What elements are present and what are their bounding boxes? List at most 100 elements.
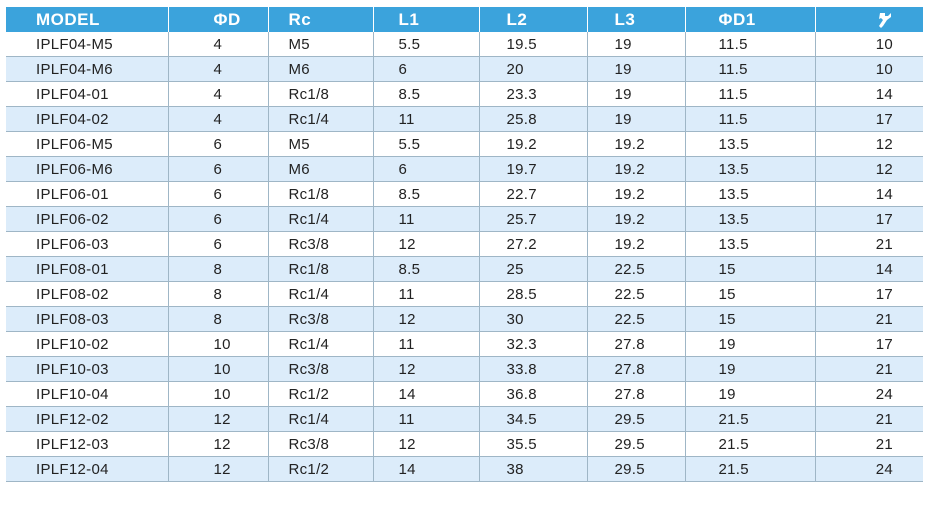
table-row: IPLF10-02 10 Rc1/4 11 32.3 27.8 19 17 — [6, 331, 923, 357]
cell-l3: 19.2 — [587, 181, 686, 207]
cell-phi-d1: 13.5 — [685, 131, 816, 157]
cell-phi-d1: 21.5 — [685, 406, 816, 432]
cell-l3: 19 — [587, 106, 686, 132]
header-rc: Rc — [268, 7, 374, 32]
table-row: IPLF10-04 10 Rc1/2 14 36.8 27.8 19 24 — [6, 381, 923, 407]
cell-wrench-size: 21 — [815, 356, 923, 382]
table-row: IPLF08-03 8 Rc3/8 12 30 22.5 15 21 — [6, 306, 923, 332]
cell-model: IPLF10-02 — [6, 331, 169, 357]
table-row: IPLF06-02 6 Rc1/4 11 25.7 19.2 13.5 17 — [6, 206, 923, 232]
cell-rc: Rc1/4 — [268, 406, 374, 432]
cell-l3: 19 — [587, 32, 686, 57]
cell-l2: 34.5 — [479, 406, 588, 432]
cell-wrench-size: 21 — [815, 306, 923, 332]
header-l3: L3 — [587, 7, 686, 32]
cell-l3: 27.8 — [587, 356, 686, 382]
cell-phi-d1: 15 — [685, 281, 816, 307]
cell-wrench-size: 14 — [815, 81, 923, 107]
cell-phi-d: 4 — [168, 81, 269, 107]
cell-wrench-size: 24 — [815, 381, 923, 407]
cell-wrench-size: 21 — [815, 406, 923, 432]
cell-l2: 28.5 — [479, 281, 588, 307]
cell-wrench-size: 10 — [815, 56, 923, 82]
cell-l3: 29.5 — [587, 456, 686, 482]
cell-phi-d: 8 — [168, 256, 269, 282]
cell-model: IPLF06-01 — [6, 181, 169, 207]
cell-phi-d: 6 — [168, 156, 269, 182]
cell-l1: 12 — [373, 356, 480, 382]
cell-l3: 27.8 — [587, 381, 686, 407]
cell-l3: 19 — [587, 81, 686, 107]
cell-l2: 30 — [479, 306, 588, 332]
cell-phi-d1: 15 — [685, 256, 816, 282]
cell-l3: 19.2 — [587, 206, 686, 232]
header-phi-d: ΦD — [168, 7, 269, 32]
cell-l2: 32.3 — [479, 331, 588, 357]
cell-l3: 19 — [587, 56, 686, 82]
cell-phi-d1: 13.5 — [685, 206, 816, 232]
cell-l1: 11 — [373, 281, 480, 307]
cell-wrench-size: 24 — [815, 456, 923, 482]
cell-rc: Rc1/2 — [268, 381, 374, 407]
cell-rc: Rc1/8 — [268, 256, 374, 282]
cell-phi-d1: 21.5 — [685, 456, 816, 482]
cell-rc: Rc1/4 — [268, 281, 374, 307]
cell-wrench-size: 17 — [815, 331, 923, 357]
cell-l1: 12 — [373, 431, 480, 457]
table-row: IPLF12-02 12 Rc1/4 11 34.5 29.5 21.5 21 — [6, 406, 923, 432]
cell-wrench-size: 12 — [815, 156, 923, 182]
cell-phi-d: 10 — [168, 381, 269, 407]
cell-phi-d: 4 — [168, 56, 269, 82]
cell-l1: 11 — [373, 406, 480, 432]
cell-rc: M5 — [268, 32, 374, 57]
cell-l3: 27.8 — [587, 331, 686, 357]
cell-l1: 5.5 — [373, 32, 480, 57]
cell-phi-d: 12 — [168, 456, 269, 482]
table-row: IPLF06-01 6 Rc1/8 8.5 22.7 19.2 13.5 14 — [6, 181, 923, 207]
cell-model: IPLF06-03 — [6, 231, 169, 257]
cell-wrench-size: 17 — [815, 281, 923, 307]
cell-rc: Rc3/8 — [268, 356, 374, 382]
cell-phi-d1: 19 — [685, 356, 816, 382]
cell-l2: 25.7 — [479, 206, 588, 232]
cell-l2: 25 — [479, 256, 588, 282]
table-row: IPLF04-02 4 Rc1/4 11 25.8 19 11.5 17 — [6, 106, 923, 132]
cell-model: IPLF04-02 — [6, 106, 169, 132]
cell-rc: Rc1/4 — [268, 331, 374, 357]
cell-model: IPLF12-03 — [6, 431, 169, 457]
cell-wrench-size: 21 — [815, 231, 923, 257]
header-l2: L2 — [479, 7, 588, 32]
cell-l2: 25.8 — [479, 106, 588, 132]
table-row: IPLF04-M5 4 M5 5.5 19.5 19 11.5 10 — [6, 32, 923, 57]
cell-l1: 12 — [373, 306, 480, 332]
cell-phi-d1: 13.5 — [685, 231, 816, 257]
cell-rc: Rc1/4 — [268, 106, 374, 132]
cell-rc: Rc3/8 — [268, 431, 374, 457]
cell-l2: 27.2 — [479, 231, 588, 257]
cell-phi-d1: 11.5 — [685, 56, 816, 82]
cell-wrench-size: 12 — [815, 131, 923, 157]
cell-l1: 6 — [373, 56, 480, 82]
cell-rc: Rc1/4 — [268, 206, 374, 232]
cell-rc: Rc1/2 — [268, 456, 374, 482]
cell-rc: Rc3/8 — [268, 306, 374, 332]
cell-model: IPLF06-M5 — [6, 131, 169, 157]
cell-wrench-size: 17 — [815, 106, 923, 132]
cell-rc: M6 — [268, 156, 374, 182]
cell-l1: 11 — [373, 331, 480, 357]
cell-wrench-size: 14 — [815, 256, 923, 282]
table-body: IPLF04-M5 4 M5 5.5 19.5 19 11.5 10 IPLF04-M6 4 M6 6… — [6, 32, 923, 482]
cell-model: IPLF08-02 — [6, 281, 169, 307]
cell-l1: 6 — [373, 156, 480, 182]
spec-table: MODEL ΦD Rc L1 L2 L3 ΦD1 IPLF04-M5 4 M5 5.5… — [6, 7, 923, 482]
cell-model: IPLF12-04 — [6, 456, 169, 482]
cell-l1: 11 — [373, 106, 480, 132]
cell-phi-d: 12 — [168, 406, 269, 432]
cell-wrench-size: 14 — [815, 181, 923, 207]
table-row: IPLF08-02 8 Rc1/4 11 28.5 22.5 15 17 — [6, 281, 923, 307]
cell-l2: 20 — [479, 56, 588, 82]
cell-wrench-size: 10 — [815, 32, 923, 57]
cell-l3: 19.2 — [587, 156, 686, 182]
cell-l1: 8.5 — [373, 181, 480, 207]
cell-phi-d1: 19 — [685, 331, 816, 357]
